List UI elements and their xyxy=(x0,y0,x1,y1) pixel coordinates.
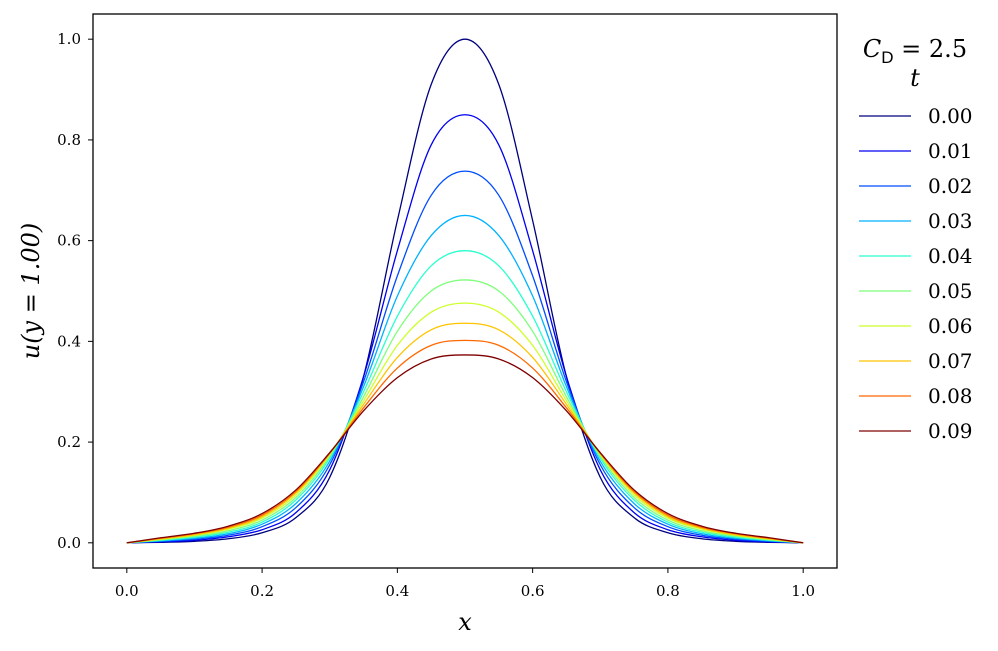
x-tick-label: 0.0 xyxy=(115,582,139,600)
series-line-t-0.00 xyxy=(126,38,804,544)
y-tick-label: 0.2 xyxy=(57,433,81,451)
legend-label: 0.09 xyxy=(928,419,973,443)
legend-label: 0.01 xyxy=(928,139,973,163)
legend-title: CD = 2.5 xyxy=(863,35,967,67)
x-tick-label: 1.0 xyxy=(791,582,815,600)
series-line-t-0.09 xyxy=(126,354,804,544)
x-tick-label: 0.2 xyxy=(250,582,274,600)
legend-label: 0.04 xyxy=(928,244,973,268)
x-tick-label: 0.8 xyxy=(656,582,680,600)
y-tick-label: 0.4 xyxy=(57,332,81,350)
legend-items: 0.00 0.01 0.02 0.03 0.04 0.05 0.06 0.07 0.08 0.09 xyxy=(859,104,973,443)
legend-title-subscript: D xyxy=(881,48,893,67)
legend-title-value: = 2.5 xyxy=(894,35,968,63)
legend-label: 0.03 xyxy=(928,209,973,233)
x-tick-label: 0.6 xyxy=(521,582,545,600)
y-tick-label: 0.8 xyxy=(57,131,81,149)
series-line-t-0.03 xyxy=(126,214,804,544)
legend-label: 0.00 xyxy=(928,104,973,128)
series-line-t-0.07 xyxy=(126,322,804,544)
x-axis: 0.0 0.2 0.4 0.6 0.8 1.0 xyxy=(115,568,815,600)
y-tick-label: 0.0 xyxy=(57,534,81,552)
legend-title-main: C xyxy=(863,35,881,63)
series-line-t-0.01 xyxy=(126,114,804,544)
series-line-t-0.08 xyxy=(126,339,804,544)
legend: CD = 2.5 t 0.000.010.020.030.040.050.060… xyxy=(859,35,973,443)
x-axis-label: x xyxy=(458,608,472,636)
series-line-t-0.04 xyxy=(126,250,804,544)
legend-label: 0.07 xyxy=(928,349,973,373)
y-axis: 0.0 0.2 0.4 0.6 0.8 1.0 xyxy=(57,30,93,552)
legend-label: 0.08 xyxy=(928,384,973,408)
y-tick-label: 0.6 xyxy=(57,232,81,250)
legend-label: 0.05 xyxy=(928,279,973,303)
x-tick-label: 0.4 xyxy=(385,582,409,600)
legend-label: 0.02 xyxy=(928,174,973,198)
y-tick-label: 1.0 xyxy=(57,30,81,48)
series-line-t-0.06 xyxy=(126,302,804,544)
legend-subtitle: t xyxy=(910,64,920,92)
series-line-t-0.02 xyxy=(126,170,804,544)
legend-label: 0.06 xyxy=(928,314,973,338)
series-line-t-0.05 xyxy=(126,279,804,544)
plot-frame xyxy=(92,13,838,569)
series-lines xyxy=(126,38,804,544)
y-axis-label: u(y = 1.00) xyxy=(17,223,45,360)
